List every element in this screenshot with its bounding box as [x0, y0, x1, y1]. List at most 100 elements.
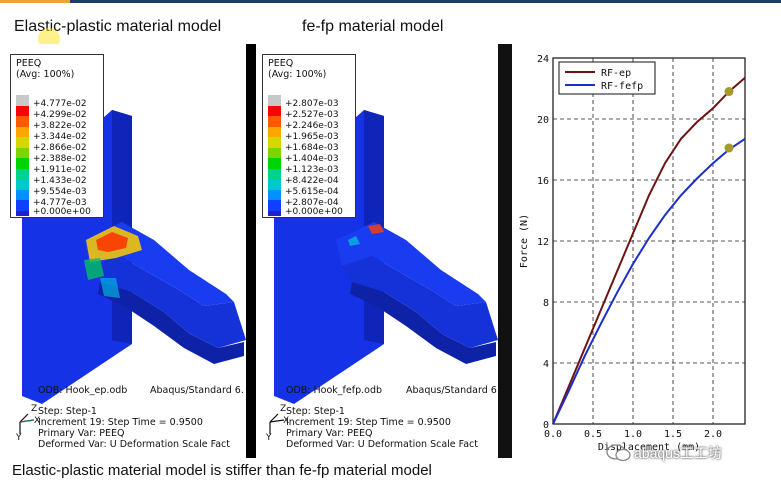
legend-ep: PEEQ (Avg: 100%) +4.777e-02 +4.299e-02 +…: [10, 54, 104, 218]
legend-level: +4.777e-03: [33, 198, 87, 208]
y-tick-label: 0: [543, 420, 549, 431]
increment-label: Increment 19: Step Time = 0.9500: [286, 417, 451, 428]
triad-y: Y: [16, 433, 22, 443]
legend-swatch: [268, 210, 281, 216]
y-tick-label: 4: [543, 359, 549, 370]
legend-level: +4.777e-02: [33, 99, 87, 109]
legend-level: +0.000e+00: [33, 207, 91, 217]
legend-swatch: [268, 147, 281, 158]
legend-swatch: [268, 105, 281, 116]
chart-legend-box: [558, 61, 656, 95]
legend-level: +1.684e-03: [285, 143, 339, 153]
divider-right: [498, 44, 512, 458]
divider-left: [246, 44, 256, 458]
legend-title: PEEQ: [268, 58, 294, 69]
legend-swatch: [16, 137, 29, 148]
legend-level: +3.344e-02: [33, 132, 87, 142]
legend-level: +4.299e-02: [33, 110, 87, 120]
triad-z: Z: [280, 404, 287, 414]
legend-swatch: [16, 147, 29, 158]
viewport-fefp[interactable]: PEEQ (Avg: 100%) +2.807e-03 +2.527e-03 +…: [256, 44, 498, 458]
force-displacement-chart: 0.0 0.5 1.0 1.5 2.0 0 4 8 12 16 20 24 Displacement (…: [513, 44, 781, 458]
odb-label: ODB: Hook_fefp.odb: [286, 385, 383, 396]
legend-swatch: [16, 158, 29, 169]
accent-navy: [70, 0, 781, 3]
series-marker-RF-ep: [724, 87, 734, 97]
legend-level: +1.404e-03: [285, 154, 339, 164]
step-label: Step: Step-1: [38, 406, 97, 417]
accent-orange: [0, 0, 70, 3]
y-tick-label: 20: [537, 115, 549, 126]
legend-label-RF-ep: RF-ep: [601, 68, 631, 79]
legend-swatch: [16, 189, 29, 200]
legend-level: +5.615e-04: [285, 187, 339, 197]
solver-label: Abaqus/Standard 6.: [150, 385, 244, 396]
legend-level: +9.554e-03: [33, 187, 87, 197]
y-tick-label: 24: [537, 54, 549, 65]
legend-swatch: [16, 210, 29, 216]
heading-fe-fp: fe-fp material model: [302, 18, 444, 35]
legend-level: +1.123e-03: [285, 165, 339, 175]
x-tick-label: 1.5: [664, 429, 682, 440]
legend-swatch: [16, 168, 29, 179]
increment-label: Increment 19: Step Time = 0.9500: [38, 417, 203, 428]
top-accent-bar: [0, 0, 781, 6]
legend-level: +2.246e-03: [285, 121, 339, 131]
y-tick-label: 8: [543, 298, 549, 309]
triad-x: X: [34, 416, 41, 426]
primary-var-label: Primary Var: PEEQ: [286, 428, 373, 439]
y-tick-label: 12: [537, 237, 549, 248]
x-tick-label: 1.0: [624, 429, 642, 440]
legend-level: +2.807e-04: [285, 198, 339, 208]
legend-level: +0.000e+00: [285, 207, 343, 217]
deformed-var-label: Deformed Var: U Deformation Scale Fact: [286, 439, 479, 450]
x-tick-label: 0.0: [544, 429, 562, 440]
triad-x: X: [283, 416, 290, 426]
legend-swatch: [16, 179, 29, 190]
triad-y: Y: [266, 433, 272, 443]
legend-level: +1.911e-02: [33, 165, 87, 175]
y-tick-label: 16: [537, 176, 549, 187]
legend-subtitle: (Avg: 100%): [16, 69, 75, 80]
deformed-var-label: Deformed Var: U Deformation Scale Fact: [38, 439, 231, 450]
legend-swatch: [268, 168, 281, 179]
series-marker-RF-fefp: [724, 143, 734, 153]
odb-label: ODB: Hook_ep.odb: [38, 385, 128, 396]
viewport-ep[interactable]: PEEQ (Avg: 100%) +4.777e-02 +4.299e-02 +…: [4, 44, 246, 458]
triad-z: Z: [31, 404, 38, 414]
series-line-RF-fefp: [552, 137, 746, 425]
legend-fefp: PEEQ (Avg: 100%) +2.807e-03 +2.527e-03 +…: [262, 54, 356, 218]
legend-level: +2.527e-03: [285, 110, 339, 120]
legend-swatch: [16, 200, 29, 211]
legend-swatch: [268, 179, 281, 190]
legend-swatch: [268, 116, 281, 127]
x-tick-label: 2.0: [704, 429, 722, 440]
caption-text: Elastic-plastic material model is stiffe…: [12, 462, 432, 479]
legend-swatch: [268, 95, 281, 106]
hook-model-fefp: [274, 110, 498, 404]
legend-level: +1.965e-03: [285, 132, 339, 142]
legend-swatch: [16, 95, 29, 106]
legend-swatch: [268, 200, 281, 211]
watermark-text: abaqus工工坊: [634, 445, 722, 461]
legend-level: +8.422e-04: [285, 176, 339, 186]
heading-elastic-plastic: Elastic-plastic material model: [14, 18, 222, 35]
legend-level: +2.388e-02: [33, 154, 87, 164]
wechat-icon: [606, 444, 631, 462]
legend-title: PEEQ: [16, 58, 42, 69]
legend-subtitle: (Avg: 100%): [268, 69, 327, 80]
legend-level: +2.866e-02: [33, 143, 87, 153]
legend-level: +3.822e-02: [33, 121, 87, 131]
x-tick-label: 0.5: [584, 429, 602, 440]
step-label: Step: Step-1: [286, 406, 345, 417]
x-axis-label: Displacement (mm): [598, 442, 700, 453]
solver-label: Abaqus/Standard 6: [406, 385, 497, 396]
chart-svg: 0.0 0.5 1.0 1.5 2.0 0 4 8 12 16 20 24 Displacement (…: [519, 54, 746, 453]
legend-swatch: [268, 137, 281, 148]
legend-swatch: [268, 126, 281, 137]
y-axis-label: Force (N): [519, 214, 530, 268]
legend-swatch: [268, 158, 281, 169]
watermark: abaqus工工坊: [606, 440, 781, 466]
legend-swatch: [16, 126, 29, 137]
legend-swatch: [16, 116, 29, 127]
